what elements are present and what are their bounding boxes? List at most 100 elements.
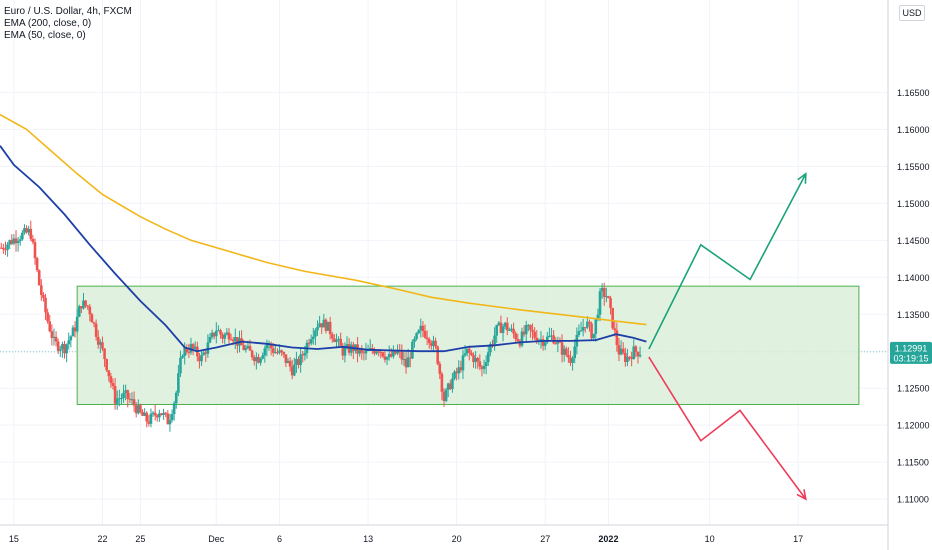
- candle-body: [581, 327, 585, 331]
- candle-body: [617, 345, 621, 355]
- candle-body: [48, 321, 52, 332]
- candle-body: [419, 325, 423, 331]
- y-tick-label: 1.13500: [897, 310, 930, 320]
- candle-body: [37, 270, 41, 286]
- candle-body: [564, 348, 568, 356]
- candle-body: [124, 390, 127, 393]
- currency-button[interactable]: USD: [899, 5, 925, 21]
- candle-body: [446, 383, 450, 390]
- ema200-line: [0, 113, 647, 326]
- candle-body: [594, 319, 598, 334]
- y-tick-label: 1.15000: [897, 199, 930, 209]
- candle-body: [181, 355, 184, 358]
- candle-body: [288, 360, 292, 367]
- x-tick-label: 6: [277, 534, 282, 544]
- candle-body: [556, 341, 560, 344]
- candle-body: [61, 343, 64, 350]
- candle-body: [174, 392, 178, 404]
- candle-body: [200, 354, 203, 362]
- candle-body: [67, 340, 71, 345]
- candle-body: [314, 330, 317, 337]
- candle-body: [202, 352, 205, 355]
- candle-body: [311, 336, 315, 340]
- candle-body: [560, 342, 564, 355]
- candle-body: [379, 351, 383, 353]
- candle-body: [107, 370, 111, 377]
- candle-body: [440, 373, 444, 392]
- candle-body: [339, 338, 342, 346]
- candle-body: [333, 338, 336, 342]
- candle-body: [400, 350, 404, 360]
- candle-body: [113, 386, 117, 404]
- candle-body: [516, 339, 520, 341]
- candle-body: [303, 353, 307, 356]
- candle-body: [373, 350, 376, 354]
- candle-body: [362, 352, 366, 354]
- x-tick-label: 15: [9, 534, 19, 544]
- candle-body: [257, 357, 260, 363]
- candle-body: [278, 350, 281, 353]
- ema50-line: [0, 145, 647, 353]
- x-tick-label: 22: [97, 534, 107, 544]
- candle-body: [392, 350, 395, 357]
- candle-body: [73, 327, 77, 332]
- candle-body: [18, 239, 22, 241]
- x-tick-label: 27: [540, 534, 550, 544]
- candle-body: [522, 331, 526, 335]
- candle-body: [586, 321, 589, 328]
- candle-body: [402, 358, 406, 360]
- candle-body: [269, 343, 273, 349]
- candle-body: [375, 351, 378, 354]
- candle-body: [484, 362, 488, 367]
- candle-body: [145, 412, 149, 422]
- candle-body: [263, 348, 267, 356]
- candle-body: [533, 331, 536, 338]
- candle-body: [143, 412, 146, 416]
- candle-body: [316, 326, 319, 331]
- candle-body: [259, 358, 262, 363]
- candle-body: [219, 330, 222, 335]
- candle-body: [12, 238, 16, 244]
- candle-body: [520, 331, 524, 346]
- candle-body: [149, 413, 153, 424]
- bearish-projection-arrow: [648, 356, 807, 500]
- candle-body: [592, 333, 595, 339]
- candle-body: [550, 335, 553, 337]
- x-tick-label: 13: [363, 534, 373, 544]
- candle-body: [6, 244, 9, 250]
- candle-body: [512, 328, 515, 334]
- candle-body: [404, 358, 408, 368]
- candle-body: [358, 350, 361, 354]
- candle-body: [636, 351, 640, 357]
- candle-body: [535, 337, 539, 342]
- y-tick-label: 1.12000: [897, 421, 930, 431]
- candle-body: [105, 359, 108, 371]
- candle-body: [387, 353, 391, 358]
- candle-body: [23, 228, 26, 233]
- candle-body: [573, 346, 577, 359]
- candle-body: [210, 332, 214, 338]
- candle-body: [65, 344, 68, 354]
- candle-body: [248, 345, 252, 351]
- candle-body: [529, 324, 532, 330]
- candle-body: [177, 373, 180, 393]
- candle-body: [434, 340, 437, 347]
- candle-body: [40, 285, 43, 295]
- candle-body: [183, 347, 186, 356]
- candle-body: [168, 420, 172, 425]
- candle-body: [99, 342, 102, 345]
- candle-body: [126, 390, 130, 399]
- candle-body: [137, 405, 140, 414]
- candle-body: [543, 342, 547, 346]
- candle-body: [179, 357, 182, 374]
- candle-body: [286, 360, 290, 364]
- candle-body: [204, 352, 208, 354]
- candle-body: [461, 355, 465, 371]
- candle-body: [221, 334, 224, 339]
- candle-body: [598, 291, 602, 315]
- candle-body: [52, 336, 56, 338]
- candle-body: [489, 344, 492, 353]
- candle-body: [290, 366, 294, 376]
